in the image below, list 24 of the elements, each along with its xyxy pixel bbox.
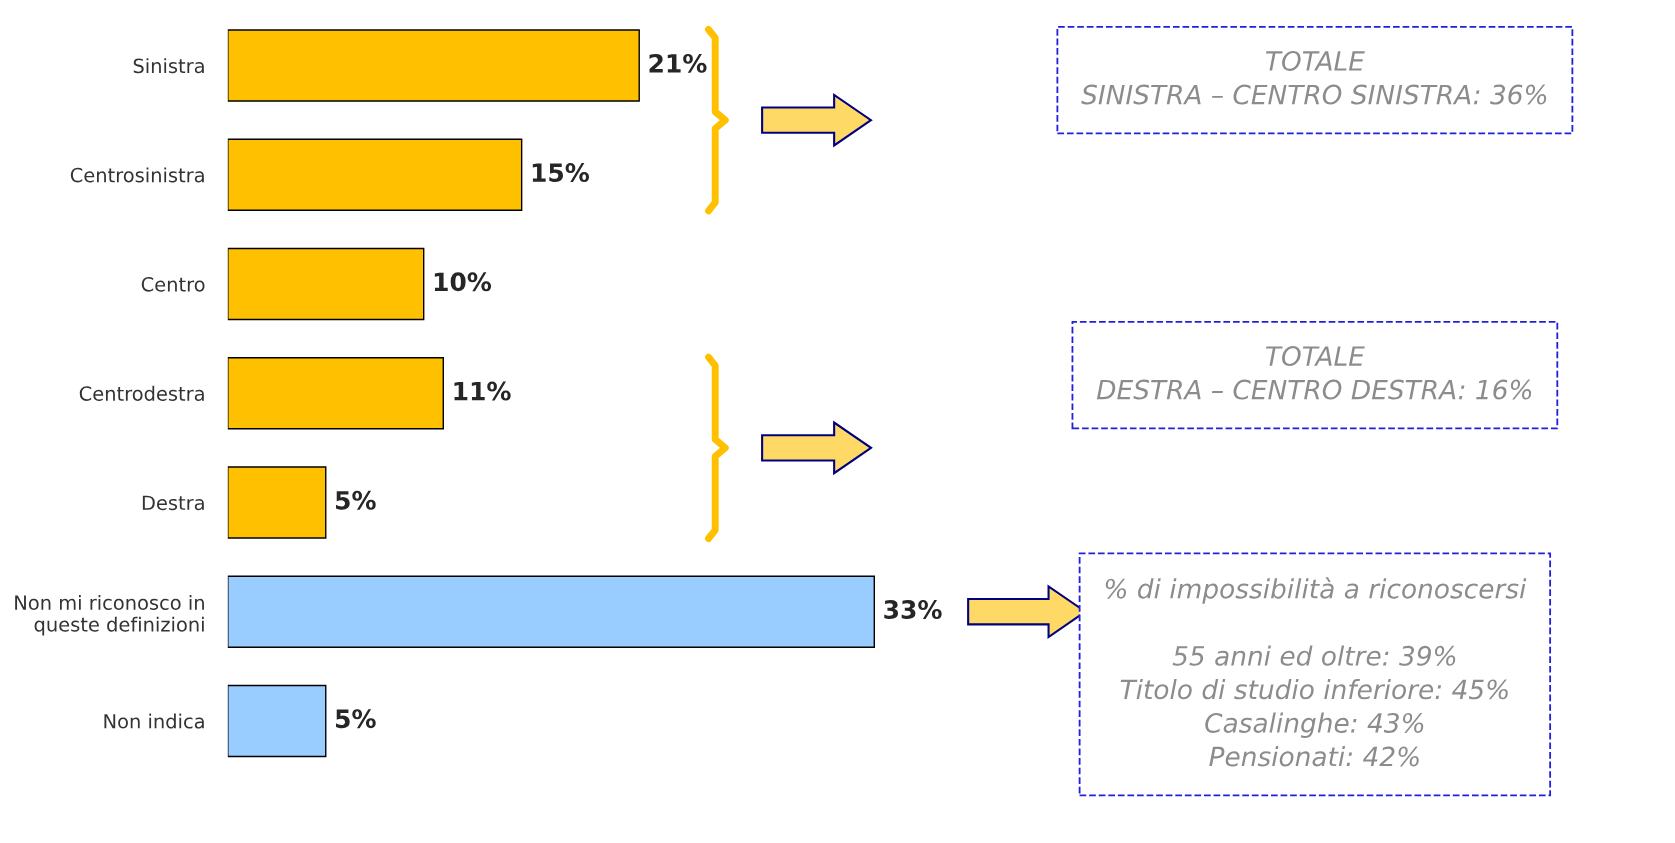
y-tick-label: Non mi riconosco in queste definizioni	[15, 594, 204, 636]
data-label: 21%	[649, 53, 707, 73]
bar	[227, 357, 444, 430]
bar	[227, 466, 327, 539]
text: % di impossibilità a riconoscersi 55 anni ed oltre: 39% Titolo di studio inferiore: 45% Casalinghe: 43% Pensionati: 42%	[1105, 577, 1527, 767]
text: TOTALE DESTRA – CENTRO DESTRA: 16%	[1096, 346, 1532, 400]
y-tick-label: Destra	[142, 495, 204, 511]
data-label: 11%	[454, 381, 511, 401]
y-tick-label: Centro	[141, 276, 205, 292]
y-tick-label: Centrodestra	[79, 385, 204, 401]
bar	[227, 29, 640, 102]
data-label: 15%	[532, 163, 590, 183]
bar	[227, 684, 327, 758]
text: TOTALE SINISTRA – CENTRO SINISTRA: 36%	[1081, 51, 1547, 105]
data-label: 10%	[434, 272, 492, 292]
bar	[227, 575, 875, 648]
bar	[227, 138, 523, 211]
bar	[227, 247, 425, 321]
data-label: 5%	[336, 490, 376, 510]
y-tick-label: Non indica	[104, 713, 204, 729]
data-label: 5%	[336, 709, 376, 729]
data-label: 33%	[884, 600, 942, 619]
y-tick-label: Sinistra	[133, 58, 204, 74]
y-tick-label: Centrosinistra	[70, 167, 204, 183]
